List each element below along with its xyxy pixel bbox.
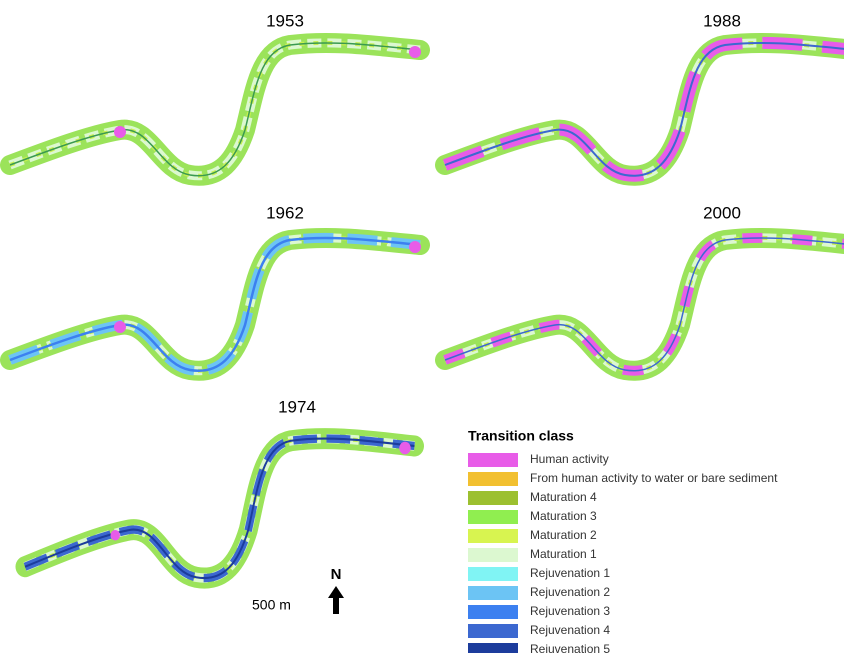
north-arrow <box>328 586 344 614</box>
panel-year: 1974 <box>278 397 316 416</box>
legend-swatch <box>468 529 518 543</box>
legend-label: Maturation 1 <box>530 547 597 561</box>
panel-year: 1962 <box>266 203 304 222</box>
legend-swatch <box>468 605 518 619</box>
legend-title: Transition class <box>468 428 574 444</box>
legend-swatch <box>468 567 518 581</box>
map-panel <box>10 238 421 371</box>
legend-label: Maturation 4 <box>530 490 597 504</box>
legend-swatch <box>468 548 518 562</box>
legend-label: Rejuvenation 5 <box>530 642 610 653</box>
legend-swatch <box>468 643 518 657</box>
legend-swatch <box>468 624 518 638</box>
map-panel <box>445 238 844 371</box>
map-panel <box>25 439 415 578</box>
legend-swatch <box>468 586 518 600</box>
legend-swatch <box>468 510 518 524</box>
legend-swatch <box>468 453 518 467</box>
panel-year: 1988 <box>703 11 741 30</box>
legend-label: Rejuvenation 3 <box>530 604 610 618</box>
panel-year: 2000 <box>703 203 741 222</box>
legend-label: Rejuvenation 2 <box>530 585 610 599</box>
legend-label: Rejuvenation 4 <box>530 623 610 637</box>
legend-label: Human activity <box>530 452 609 466</box>
map-panel <box>445 43 844 176</box>
legend-label: Maturation 2 <box>530 528 597 542</box>
legend: Human activity From human activity to wat… <box>468 452 778 657</box>
legend-label: From human activity to water or bare sed… <box>530 471 778 485</box>
legend-swatch <box>468 491 518 505</box>
map-panel <box>10 43 421 176</box>
scale-label: 500 m <box>252 597 291 613</box>
legend-label: Maturation 3 <box>530 509 597 523</box>
legend-swatch <box>468 472 518 486</box>
north-label: N <box>331 566 342 583</box>
legend-label: Rejuvenation 1 <box>530 566 610 580</box>
panel-year: 1953 <box>266 11 304 30</box>
